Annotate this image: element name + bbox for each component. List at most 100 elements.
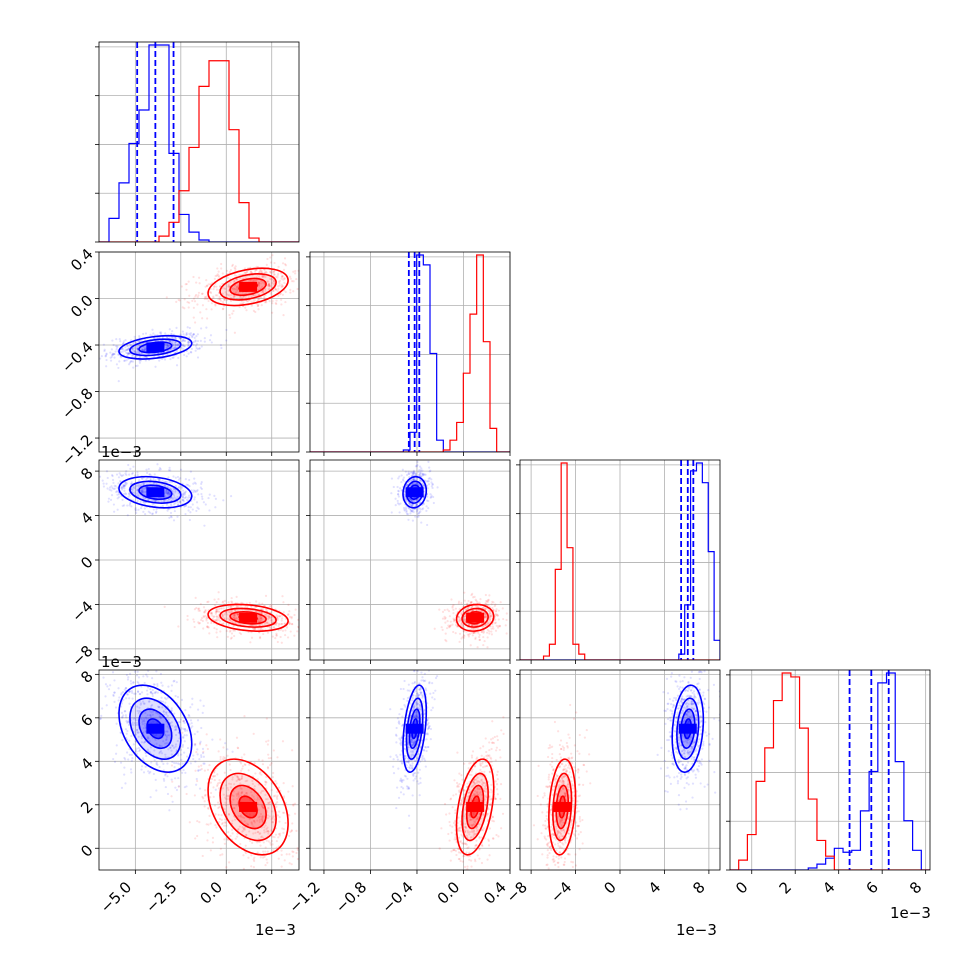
scatter-point bbox=[142, 717, 146, 720]
scatter-point bbox=[199, 602, 202, 606]
scatter-point bbox=[208, 763, 211, 767]
scatter-point bbox=[123, 485, 126, 488]
scatter-point bbox=[271, 271, 274, 274]
scatter-point bbox=[234, 291, 237, 294]
scatter-point bbox=[157, 705, 160, 708]
scatter-point bbox=[174, 502, 177, 505]
scatter-point bbox=[478, 638, 481, 642]
scatter-point bbox=[235, 595, 238, 598]
scatter-point bbox=[270, 281, 274, 285]
scatter-point bbox=[257, 616, 260, 619]
scatter-point bbox=[260, 773, 263, 776]
scatter-point bbox=[172, 680, 175, 683]
scatter-point bbox=[259, 270, 262, 273]
scatter-point bbox=[258, 268, 262, 272]
scatter-point bbox=[426, 523, 429, 527]
scatter-point bbox=[165, 736, 169, 739]
scatter-point bbox=[467, 633, 471, 636]
scatter-point bbox=[234, 609, 237, 612]
scatter-point bbox=[192, 275, 195, 279]
scatter-point bbox=[205, 617, 208, 620]
scatter-point bbox=[149, 687, 152, 691]
scatter-point bbox=[288, 610, 291, 613]
scatter-point bbox=[124, 492, 127, 495]
scatter-point bbox=[197, 607, 201, 610]
scatter-point bbox=[302, 621, 304, 623]
scatter-point bbox=[418, 473, 421, 476]
scatter-point bbox=[112, 503, 115, 506]
scatter-point bbox=[191, 336, 194, 339]
scatter-point bbox=[126, 348, 130, 351]
scatter-point bbox=[194, 344, 198, 347]
scatter-point bbox=[214, 619, 218, 622]
scatter-point bbox=[256, 304, 259, 308]
scatter-point bbox=[250, 865, 253, 868]
scatter-point bbox=[191, 335, 194, 338]
scatter-point bbox=[169, 340, 172, 343]
scatter-point bbox=[457, 600, 461, 603]
scatter-point bbox=[166, 762, 169, 765]
scatter-point bbox=[168, 734, 171, 737]
scatter-point bbox=[235, 278, 238, 281]
scatter-point bbox=[161, 479, 164, 482]
scatter-point bbox=[195, 293, 198, 297]
scatter-point bbox=[467, 635, 470, 638]
scatter-point bbox=[183, 491, 187, 494]
scatter-point bbox=[259, 618, 262, 621]
scatter-point bbox=[271, 821, 275, 824]
scatter-point bbox=[152, 478, 155, 481]
scatter-point bbox=[121, 350, 124, 353]
scatter-point bbox=[164, 480, 167, 483]
scatter-point bbox=[307, 628, 309, 630]
scatter-point bbox=[305, 284, 307, 286]
scatter-point bbox=[213, 277, 216, 280]
scatter-point bbox=[455, 625, 459, 628]
scatter-point bbox=[255, 600, 258, 603]
scatter-point bbox=[188, 494, 191, 497]
scatter-point bbox=[133, 350, 137, 353]
scatter-point bbox=[412, 499, 415, 502]
scatter-point bbox=[138, 334, 141, 338]
scatter-point bbox=[163, 779, 166, 782]
scatter-point bbox=[271, 311, 274, 314]
scatter-point bbox=[192, 618, 195, 621]
scatter-point bbox=[272, 283, 276, 286]
scatter-point bbox=[196, 489, 199, 492]
scatter-point bbox=[148, 473, 152, 476]
scatter-point bbox=[214, 824, 217, 827]
scatter-point bbox=[129, 672, 132, 676]
scatter-point bbox=[449, 624, 452, 627]
scatter-point bbox=[142, 497, 145, 500]
scatter-point bbox=[82, 691, 84, 693]
scatter-point bbox=[494, 629, 498, 632]
scatter-point bbox=[124, 348, 128, 352]
contour-level-0 bbox=[118, 334, 193, 360]
scatter-point bbox=[146, 737, 149, 740]
scatter-point bbox=[288, 834, 291, 838]
scatter-point bbox=[127, 758, 130, 761]
scatter-point bbox=[151, 710, 155, 713]
scatter-point bbox=[197, 294, 200, 297]
scatter-point bbox=[136, 499, 139, 502]
scatter-point bbox=[151, 654, 153, 656]
scatter-point bbox=[218, 295, 221, 299]
scatter-point bbox=[115, 490, 119, 493]
scatter-point bbox=[133, 692, 136, 695]
scatter-point bbox=[201, 317, 204, 320]
scatter-point bbox=[143, 487, 146, 490]
scatter-point bbox=[257, 282, 260, 285]
scatter-point bbox=[278, 615, 281, 618]
scatter-point bbox=[147, 498, 150, 501]
scatter-point bbox=[147, 700, 151, 703]
scatter-point bbox=[480, 630, 483, 633]
scatter-point bbox=[117, 687, 120, 690]
scatter-point bbox=[185, 792, 188, 796]
scatter-point bbox=[107, 688, 111, 691]
scatter-point bbox=[198, 743, 202, 746]
scatter-point bbox=[261, 285, 264, 288]
scatter-point bbox=[200, 492, 203, 496]
scatter-point bbox=[117, 380, 120, 383]
scatter-point bbox=[135, 347, 138, 350]
scatter-point bbox=[182, 727, 185, 730]
scatter-point bbox=[126, 348, 129, 352]
